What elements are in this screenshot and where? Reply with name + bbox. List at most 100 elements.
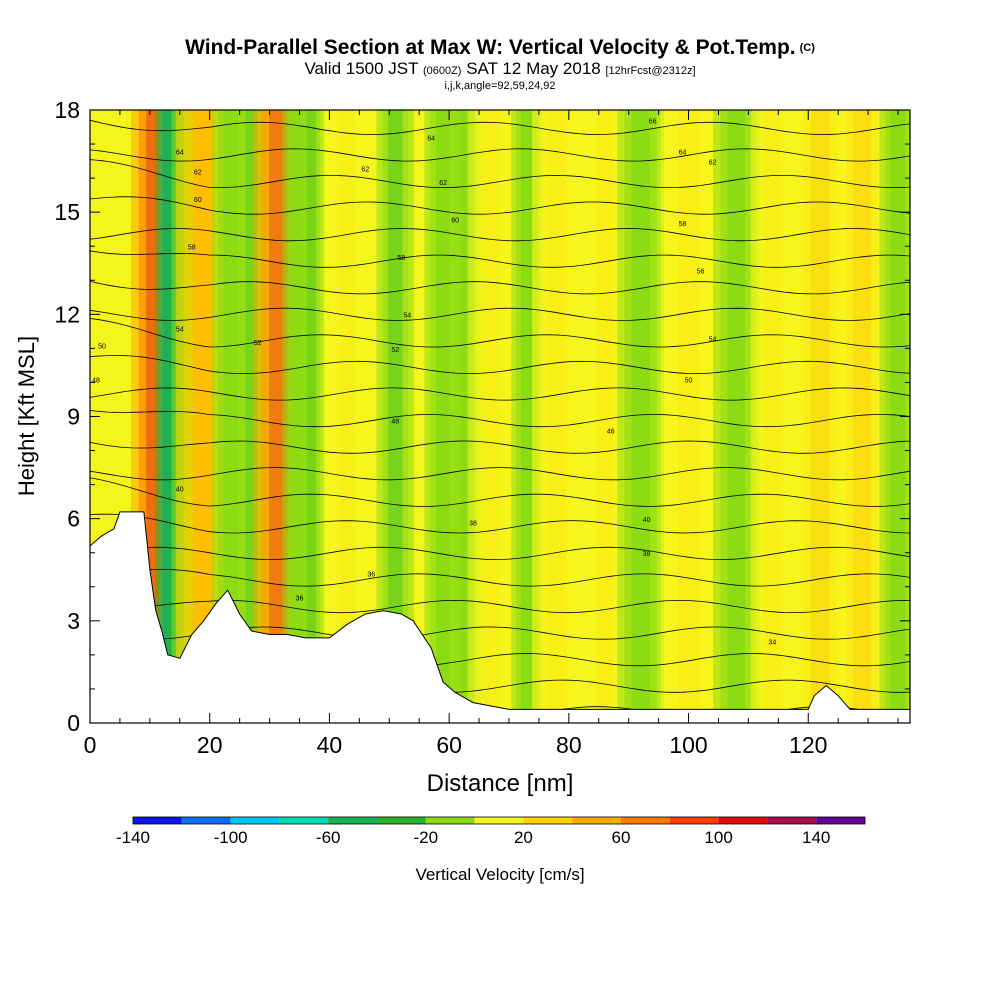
theta-label: 56 <box>697 268 705 275</box>
theta-label: 64 <box>176 149 184 156</box>
colorbar-tick-label: -60 <box>316 828 341 847</box>
theta-label: 48 <box>92 377 100 384</box>
colorbar-cell <box>767 817 817 824</box>
velocity-band <box>299 110 324 723</box>
colorbar-frame <box>132 816 866 825</box>
colorbar-cell <box>474 817 524 824</box>
theta-contour <box>90 250 910 268</box>
theta-label: 54 <box>709 337 717 344</box>
chart-title-text: Wind-Parallel Section at Max W: Vertical… <box>185 36 796 59</box>
theta-label: 62 <box>439 180 447 187</box>
colorbar-cell <box>230 817 280 824</box>
chart-title: Wind-Parallel Section at Max W: Vertical… <box>0 36 1000 60</box>
theta-label: 54 <box>176 326 184 333</box>
theta-label: 66 <box>649 119 657 126</box>
theta-label: 50 <box>685 377 693 384</box>
theta-label: 34 <box>768 640 776 647</box>
theta-contour <box>90 281 910 295</box>
colorbar-tick-label: 20 <box>514 828 533 847</box>
theta-contour <box>90 228 910 242</box>
forecast-info: [12hrFcst@2312z] <box>605 65 696 77</box>
grid-info: i,j,k,angle=92,59,24,92 <box>444 80 556 92</box>
theta-label: 58 <box>679 221 687 228</box>
colorbar-cell <box>133 817 182 824</box>
colorbar-cell <box>816 817 865 824</box>
x-tick-label: 20 <box>197 732 223 758</box>
valid-date: SAT 12 May 2018 <box>466 59 601 78</box>
theta-label: 62 <box>361 166 369 173</box>
theta-label: 62 <box>709 159 717 166</box>
x-tick-label: 40 <box>317 732 343 758</box>
x-tick-label: 80 <box>556 732 582 758</box>
velocity-cell <box>796 110 844 723</box>
velocity-cell <box>467 110 515 723</box>
y-tick-label: 6 <box>67 506 80 532</box>
theta-contour <box>90 467 910 481</box>
terrain <box>90 511 910 723</box>
velocity-cell <box>750 110 795 723</box>
theta-contour <box>90 355 910 375</box>
velocity-band <box>796 110 844 723</box>
colorbar-tick-label: 100 <box>704 828 732 847</box>
chart-subtitle: Valid 1500 JST (0600Z) SAT 12 May 2018 [… <box>0 60 1000 80</box>
y-tick-label: 18 <box>54 97 80 123</box>
theta-contour <box>90 159 910 188</box>
theta-contour <box>90 546 910 560</box>
colorbar-cell <box>328 817 377 824</box>
velocity-cell <box>660 110 717 723</box>
colorbar-cell <box>572 817 621 824</box>
theta-label: 60 <box>451 217 459 224</box>
velocity-cell <box>838 110 886 723</box>
colorbar-label: Vertical Velocity [cm/s] <box>415 865 584 884</box>
theta-label: 36 <box>296 595 304 602</box>
theta-label: 62 <box>194 170 202 177</box>
title-block: Wind-Parallel Section at Max W: Vertical… <box>0 36 1000 92</box>
y-tick-label: 0 <box>67 710 80 736</box>
theta-label: 60 <box>194 197 202 204</box>
theta-contour <box>90 410 910 428</box>
theta-label: 64 <box>679 149 687 156</box>
theta-contour <box>90 196 910 215</box>
x-axis-label: Distance [nm] <box>427 770 574 797</box>
y-tick-label: 12 <box>54 301 80 327</box>
velocity-band <box>838 110 886 723</box>
x-tick-label: 100 <box>669 732 707 758</box>
colorbar-cell <box>669 817 719 824</box>
velocity-band <box>660 110 717 723</box>
theta-label: 36 <box>367 572 375 579</box>
velocity-band <box>531 110 582 723</box>
plot-area: 50 48 40 54 58 60 62 64 52 36 36 62 58 54 52 48 64 62 60 38… <box>90 110 910 723</box>
theta-contour <box>90 119 910 135</box>
theta-label: 50 <box>98 343 106 350</box>
colorbar-cell <box>718 817 768 824</box>
colorbar: -140 -100 -60 -20 20 60 100 140 <box>116 816 866 847</box>
velocity-band <box>750 110 795 723</box>
theta-label: 54 <box>403 313 411 320</box>
x-tick-label: 60 <box>436 732 462 758</box>
theta-contour-labels: 50 48 40 54 58 60 62 64 52 36 36 62 58 54 52 48 64 62 60 38… <box>92 119 776 647</box>
x-tick-label: 120 <box>789 732 827 758</box>
velocity-cell <box>299 110 324 723</box>
theta-contour <box>90 148 910 162</box>
x-tick-label: 0 <box>84 732 97 758</box>
y-axis-label: Height [Kft MSL] <box>14 336 39 496</box>
y-tick-label: 15 <box>54 199 80 225</box>
theta-label: 58 <box>397 255 405 262</box>
colorbar-tick-label: -100 <box>214 828 248 847</box>
theta-label: 40 <box>176 486 184 493</box>
theta-label: 52 <box>254 340 262 347</box>
theta-label: 58 <box>188 245 196 252</box>
colorbar-tick-label: -140 <box>116 828 150 847</box>
colorbar-cell <box>377 817 426 824</box>
theta-contour <box>90 513 910 534</box>
theta-label: 64 <box>427 136 435 143</box>
theta-contour <box>90 318 910 348</box>
colorbar-cell <box>523 817 573 824</box>
copyright-mark: (C) <box>799 42 815 54</box>
colorbar-cell <box>181 817 231 824</box>
theta-contour <box>90 477 910 507</box>
y-tick-label: 3 <box>67 608 80 634</box>
theta-contour <box>90 307 910 321</box>
theta-label: 46 <box>607 429 615 436</box>
